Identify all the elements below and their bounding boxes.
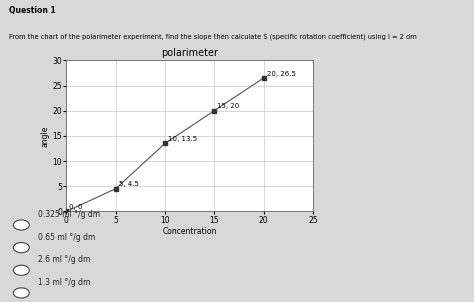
Circle shape [13,243,29,253]
Text: 10, 13.5: 10, 13.5 [168,136,197,142]
Title: polarimeter: polarimeter [161,48,218,58]
Text: 0.325 ml °/g dm: 0.325 ml °/g dm [38,210,100,219]
Circle shape [13,220,29,230]
Text: 0.65 ml °/g dm: 0.65 ml °/g dm [38,233,95,242]
Text: 1.3 ml °/g dm: 1.3 ml °/g dm [38,278,90,287]
Text: 15, 20: 15, 20 [217,103,239,109]
Text: Question 1: Question 1 [9,6,56,15]
Circle shape [13,288,29,298]
Circle shape [13,265,29,275]
Text: 0, 0: 0, 0 [69,204,83,210]
Y-axis label: angle: angle [41,125,50,146]
X-axis label: Concentration: Concentration [163,227,217,236]
Text: From the chart of the polarimeter experiment, find the slope then calculate S (s: From the chart of the polarimeter experi… [9,33,417,40]
Text: 2.6 ml °/g dm: 2.6 ml °/g dm [38,255,90,264]
Text: 5, 4.5: 5, 4.5 [118,181,138,187]
Text: 20, 26.5: 20, 26.5 [266,70,295,76]
